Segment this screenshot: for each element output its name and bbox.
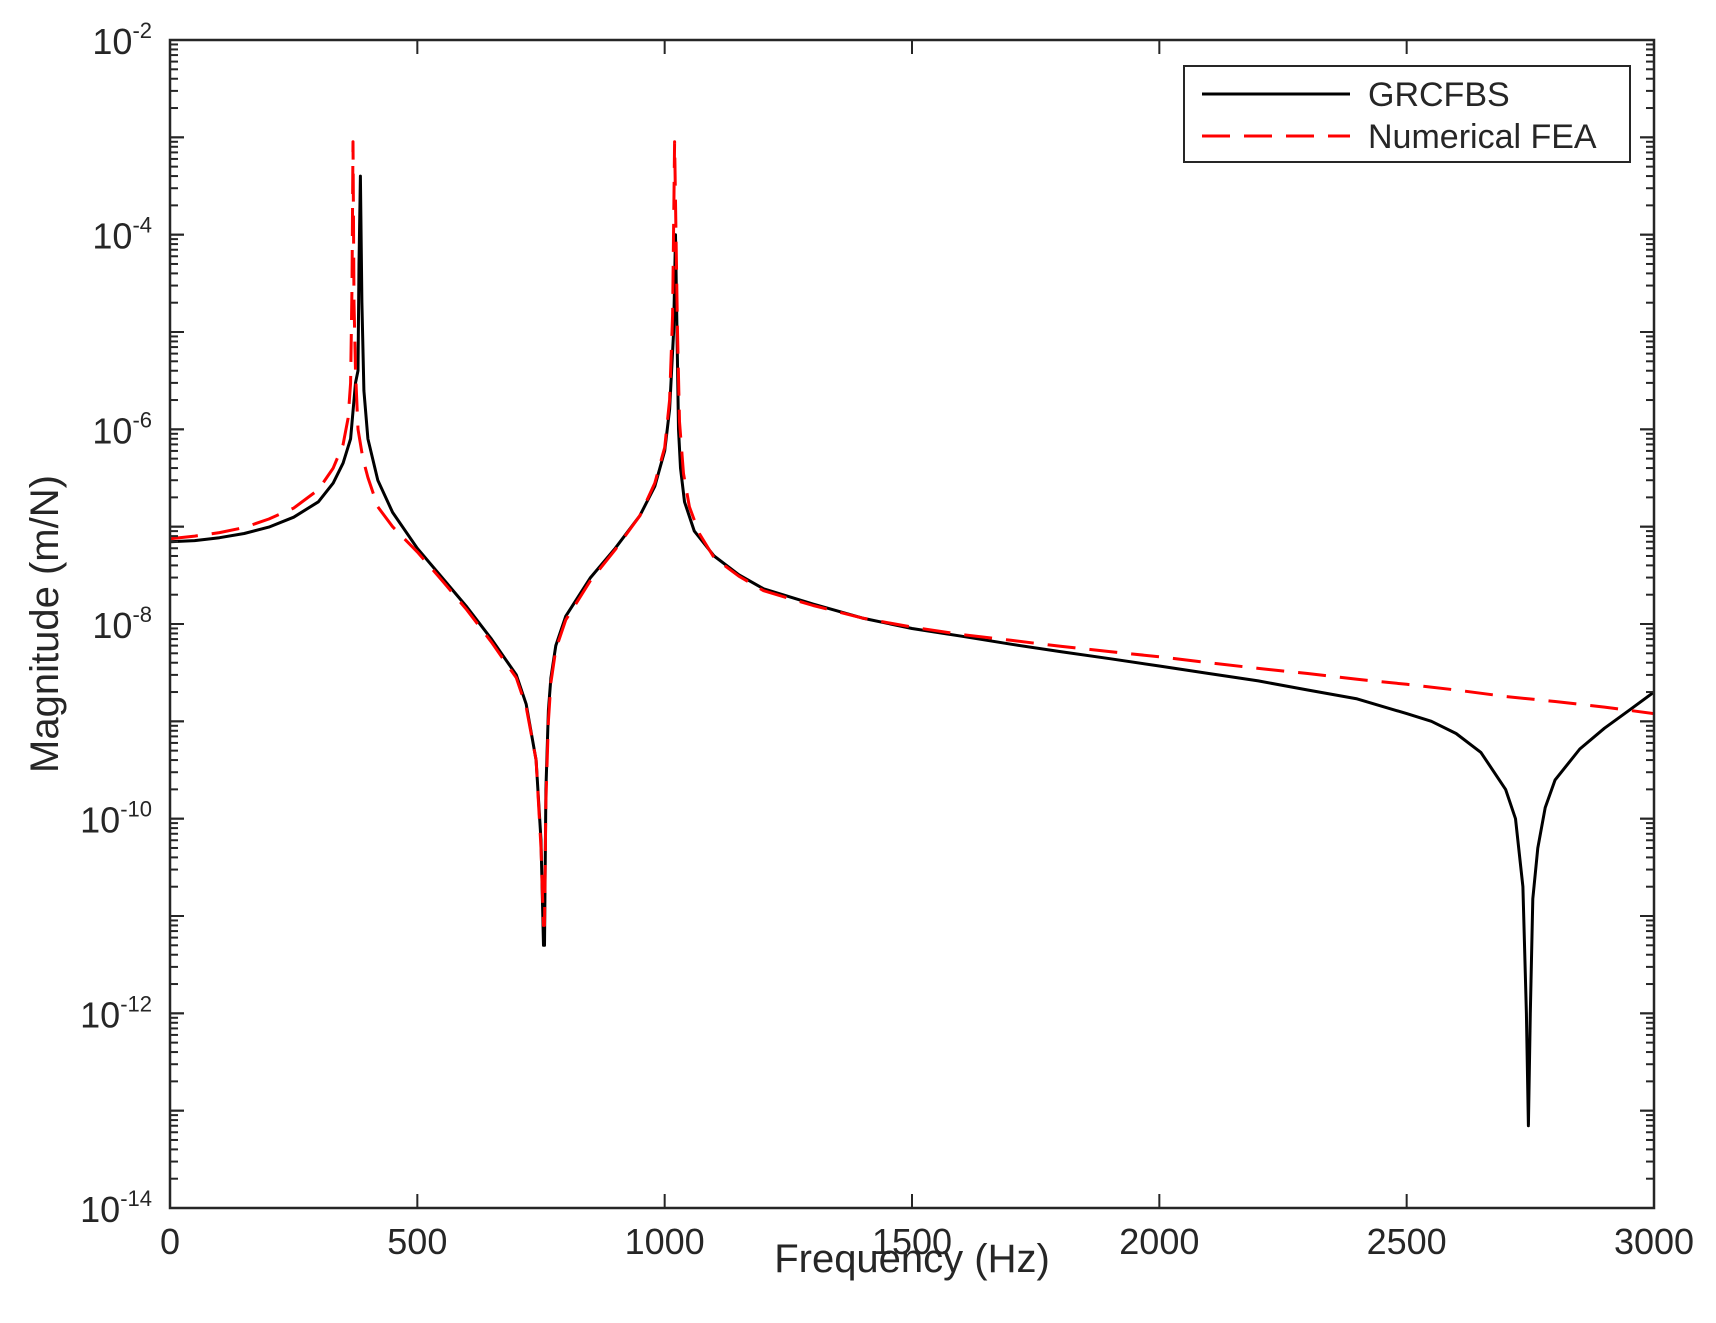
x-tick-label: 1000 xyxy=(625,1221,705,1262)
y-tick-label: 10-10 xyxy=(80,797,152,841)
x-tick-label: 500 xyxy=(387,1221,447,1262)
y-tick-label: 10-4 xyxy=(92,213,152,257)
y-tick-label: 10-12 xyxy=(80,991,152,1035)
y-tick-label: 10-2 xyxy=(92,18,152,62)
y-tick-label: 10-6 xyxy=(92,407,152,451)
plot-frame xyxy=(168,38,1656,1210)
legend-box xyxy=(1183,65,1631,163)
x-tick-labels: 0 500 1000 1500 2000 2500 3000 xyxy=(160,1221,1694,1262)
x-axis-label: Frequency (Hz) xyxy=(774,1237,1050,1281)
legend-label-numerical-fea: Numerical FEA xyxy=(1368,118,1597,156)
series-line-numerical-fea xyxy=(170,140,1654,927)
x-tick-label: 3000 xyxy=(1614,1221,1694,1262)
x-tick-label: 1500 xyxy=(872,1221,952,1262)
y-tick-labels: 10-14 10-12 10-10 10-8 10-6 10-4 10-2 xyxy=(80,18,152,1230)
x-tick-label: 2000 xyxy=(1119,1221,1199,1262)
y-tick-label: 10-14 xyxy=(80,1186,152,1230)
legend-label-grcfbs: GRCFBS xyxy=(1368,76,1510,114)
y-tick-label: 10-8 xyxy=(92,602,152,646)
legend: GRCFBS Numerical FEA xyxy=(1183,65,1631,163)
y-axis-label: Magnitude (m/N) xyxy=(23,475,67,773)
x-tick-label: 0 xyxy=(160,1221,180,1262)
series-layer xyxy=(170,140,1654,1128)
ticks-layer xyxy=(169,39,1655,1209)
x-tick-label: 2500 xyxy=(1367,1221,1447,1262)
